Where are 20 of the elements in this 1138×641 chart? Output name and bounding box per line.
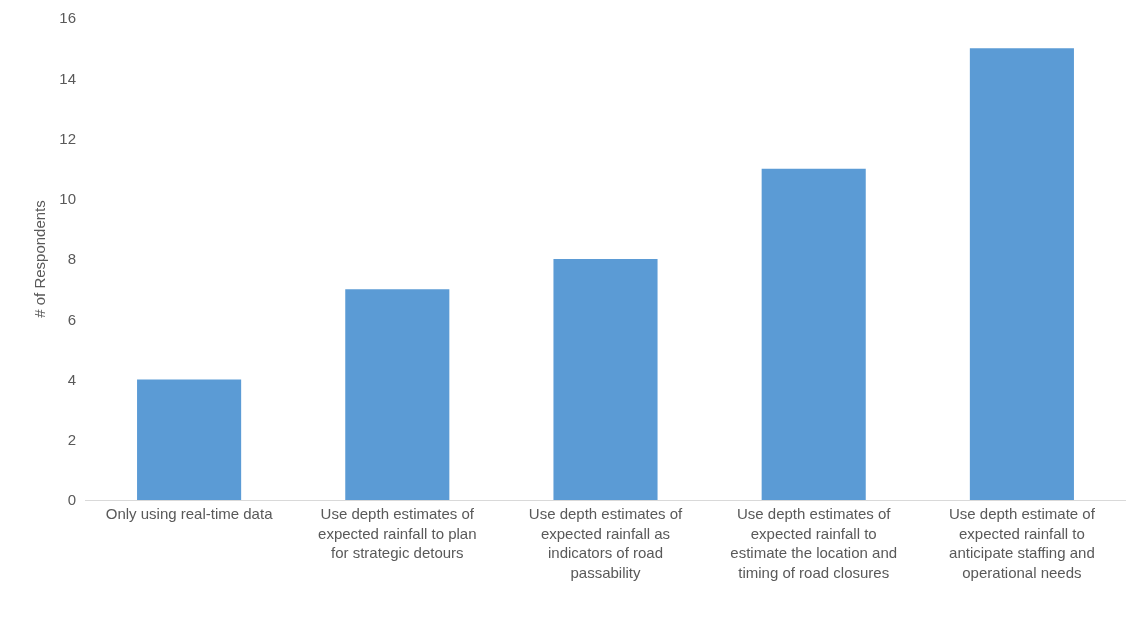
y-axis-title: # of Respondents: [31, 200, 48, 318]
bar: [345, 289, 450, 500]
y-tick-label: 2: [67, 431, 76, 448]
bar: [969, 48, 1074, 500]
x-tick-label: Use depth estimates of expected rainfall as indicators of road passability: [528, 505, 684, 581]
x-tick-label: Only using real-time data: [105, 505, 274, 522]
bar: [137, 379, 242, 500]
y-tick-label: 10: [59, 190, 76, 207]
y-tick-label: 4: [67, 370, 76, 388]
x-tick-label: Use depth estimates of expected rainfall to estimate the location and timing of road closures: [730, 505, 898, 581]
y-tick-label: 8: [67, 250, 76, 268]
x-tick-label: Use depth estimates of expected rainfall to plan for strategic detours: [318, 505, 477, 561]
y-tick-label: 0: [67, 491, 76, 509]
y-tick-label: 16: [59, 9, 76, 27]
bar: [553, 259, 658, 500]
y-tick-label: 12: [59, 129, 76, 147]
y-tick-label: 14: [59, 69, 76, 87]
y-tick-label: 6: [67, 310, 76, 328]
x-tick-label: Use depth estimate of expected rainfall to anticipate staffing and operational needs: [948, 505, 1096, 581]
bar: [761, 168, 866, 500]
